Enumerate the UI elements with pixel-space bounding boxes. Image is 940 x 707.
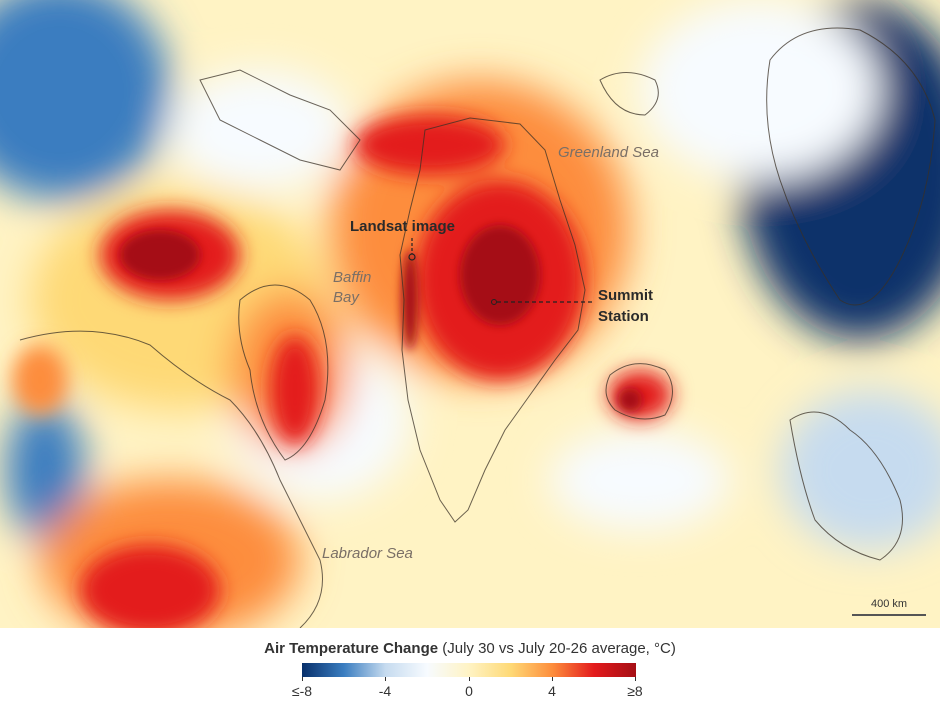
baffin-island-coastline	[238, 284, 329, 461]
legend-title-rest: (July 30 vs July 20-26 average, °C)	[438, 640, 676, 657]
scale-bar: 400 km	[852, 598, 926, 616]
legend-tick-label: 4	[548, 683, 556, 699]
scale-bar-label: 400 km	[870, 598, 908, 610]
legend: Air Temperature Change (July 30 vs July …	[0, 628, 940, 707]
svalbard-coastline	[599, 72, 659, 116]
hot-core-west-coast	[402, 250, 418, 350]
iceland-coastline	[605, 363, 673, 420]
hot-core-canada	[120, 230, 200, 280]
greenland-coastline	[399, 117, 586, 523]
legend-tick-label: 0	[465, 683, 473, 699]
legend-title-bold: Air Temperature Change	[264, 640, 439, 657]
legend-tick-label: ≥8	[627, 683, 643, 699]
cool-area-atlantic	[550, 430, 730, 530]
legend-color-bar	[302, 663, 636, 677]
cold-anomaly-hudson	[5, 400, 85, 540]
scale-bar-line	[852, 614, 926, 616]
cool-area-europe	[780, 390, 940, 550]
legend-tick-label: ≤-8	[291, 683, 313, 699]
legend-tick-label: -4	[378, 683, 392, 699]
hot-core-iceland	[618, 388, 642, 412]
summit-station-label: Summit Station	[598, 287, 654, 325]
legend-tick	[385, 677, 386, 681]
legend-tick	[552, 677, 553, 681]
scotland-norway-coastline	[789, 411, 903, 561]
legend-tick	[469, 677, 470, 681]
warm-spot-west	[12, 345, 68, 415]
landsat-marker	[408, 253, 416, 261]
legend-title: Air Temperature Change (July 30 vs July …	[0, 640, 940, 657]
greenland-sea-label: Greenland Sea	[558, 144, 659, 161]
arctic-islands-coastline	[199, 69, 361, 171]
summit-marker	[491, 299, 497, 305]
hot-spot-north-greenland	[355, 115, 505, 175]
labrador-sea-label: Labrador Sea	[322, 545, 413, 562]
landsat-image-label: Landsat image	[350, 218, 456, 235]
north-america-coastline	[19, 330, 323, 628]
baffin-bay-label: Baffin Bay	[333, 269, 372, 306]
hot-core-greenland	[460, 225, 540, 325]
legend-tick	[635, 677, 636, 681]
cool-area-north	[640, 0, 880, 180]
scandinavia-coastline	[766, 27, 936, 306]
map-canvas	[0, 0, 940, 628]
cold-anomaly-northwest	[0, 0, 170, 200]
hot-spot-baffin	[270, 335, 320, 445]
temperature-map: Greenland Sea Baffin Bay Labrador Sea La…	[0, 0, 940, 628]
legend-tick	[302, 677, 303, 681]
cool-area-archipelago	[170, 70, 350, 190]
coastlines	[19, 27, 936, 628]
hot-cores	[120, 225, 642, 412]
hot-spot-quebec	[80, 545, 220, 628]
